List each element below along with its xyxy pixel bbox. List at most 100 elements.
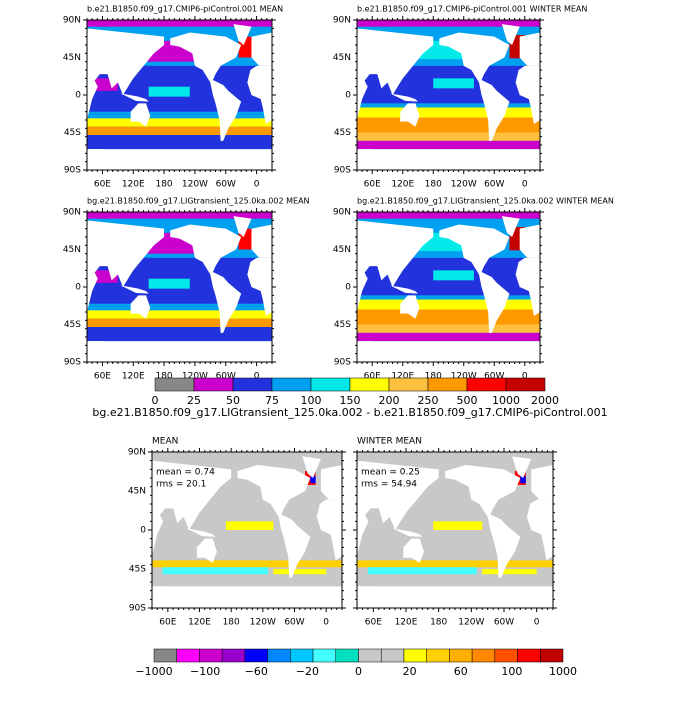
lon-label: 60E xyxy=(159,618,176,628)
lon-label: 180 xyxy=(155,180,172,190)
lat-label: 90S xyxy=(334,358,351,368)
lon-label: 180 xyxy=(223,618,240,628)
colorbar-label: 50 xyxy=(226,394,240,407)
colorbar-swatch xyxy=(271,377,312,392)
lon-label: 120W xyxy=(451,180,477,190)
colorbar-swatch xyxy=(154,377,195,392)
colorbar-label: 20 xyxy=(403,665,417,678)
lon-label: 0 xyxy=(323,618,329,628)
lat-label: 45S xyxy=(334,128,351,138)
map-content xyxy=(87,20,272,170)
colorbar-label: 1000 xyxy=(549,665,577,678)
lat-label: 90S xyxy=(64,358,81,368)
colorbar-swatch xyxy=(267,648,291,663)
lon-label: 120W xyxy=(182,372,208,382)
lat-label: 45N xyxy=(63,53,81,63)
colorbar-label: 0 xyxy=(152,394,159,407)
lon-label: 120E xyxy=(122,372,145,382)
lon-label: 0 xyxy=(254,180,260,190)
lon-label: 60E xyxy=(364,372,381,382)
lon-label: 120E xyxy=(395,618,418,628)
lat-label: 45N xyxy=(128,487,146,497)
lon-label: 60W xyxy=(216,372,236,382)
lon-label: 120E xyxy=(122,180,145,190)
lon-label: 120E xyxy=(188,618,211,628)
colorbar-swatch xyxy=(403,648,427,663)
lon-label: 60W xyxy=(284,618,304,628)
colorbar-swatch xyxy=(427,377,468,392)
lat-label: 90S xyxy=(334,166,351,176)
lon-label: 0 xyxy=(522,372,528,382)
colorbar-swatch xyxy=(199,648,223,663)
lon-label: 120E xyxy=(391,180,414,190)
lon-label: 180 xyxy=(155,372,172,382)
colorbar-swatch xyxy=(312,648,337,663)
colorbar-swatch xyxy=(449,648,473,663)
lon-label: 0 xyxy=(254,372,260,382)
colorbar-swatch xyxy=(494,648,518,663)
lon-label: 60E xyxy=(364,180,381,190)
lon-label: 120W xyxy=(250,618,276,628)
colorbar-label: −100 xyxy=(190,665,220,678)
lat-label: 90N xyxy=(63,16,81,26)
lon-label: 60W xyxy=(484,180,504,190)
lat-label: 0 xyxy=(140,526,146,536)
colorbar-label: 150 xyxy=(340,394,361,407)
lon-label: 60W xyxy=(216,180,236,190)
lat-label: 90N xyxy=(128,448,146,458)
lat-label: 45N xyxy=(333,245,351,255)
map-content xyxy=(87,212,272,362)
lon-label: 0 xyxy=(534,618,540,628)
difference-title: bg.e21.B1850.f09_g17.LIGtransient_125.0k… xyxy=(92,406,607,419)
map xyxy=(87,20,272,170)
colorbar-swatch xyxy=(471,648,496,663)
stat-mean: mean = 0.25 xyxy=(361,468,420,478)
lon-label: 60W xyxy=(484,372,504,382)
lon-label: 120W xyxy=(458,618,484,628)
colorbar-label: 25 xyxy=(187,394,201,407)
lat-label: 90S xyxy=(129,604,146,614)
panel-title: b.e21.B1850.f09_g17.CMIP6-piControl.001 … xyxy=(87,5,283,14)
lat-label: 90S xyxy=(64,166,81,176)
lon-label: 60E xyxy=(94,372,111,382)
panel-title: b.e21.B1850.f09_g17.CMIP6-piControl.001 … xyxy=(357,5,587,14)
lon-label: 180 xyxy=(425,180,442,190)
colorbar-label: 500 xyxy=(457,394,478,407)
lat-label: 45S xyxy=(64,128,81,138)
colorbar-label: 60 xyxy=(454,665,468,678)
stat-mean: mean = 0.74 xyxy=(156,468,215,478)
lat-label: 0 xyxy=(345,91,351,101)
lon-label: 180 xyxy=(430,618,447,628)
panel-title: WINTER MEAN xyxy=(357,437,422,447)
colorbar-swatch xyxy=(232,377,273,392)
lat-label: 45S xyxy=(129,565,146,575)
colorbar-swatch xyxy=(221,648,246,663)
lat-label: 0 xyxy=(75,283,81,293)
colorbar-swatch xyxy=(349,377,390,392)
colorbar-swatch xyxy=(153,648,177,663)
colorbar-swatch xyxy=(358,648,382,663)
colorbar-swatch xyxy=(176,648,200,663)
lon-label: 120E xyxy=(391,372,414,382)
lon-label: 60W xyxy=(494,618,514,628)
colorbar-label: 75 xyxy=(265,394,279,407)
colorbar-label: 1000 xyxy=(492,394,520,407)
colorbar-label: 100 xyxy=(501,665,522,678)
colorbar-swatch xyxy=(335,648,359,663)
stat-rms: rms = 20.1 xyxy=(156,480,206,490)
colorbar-label: 0 xyxy=(355,665,362,678)
lat-label: 45N xyxy=(333,53,351,63)
lat-label: 90N xyxy=(63,208,81,218)
colorbar-swatch xyxy=(380,648,405,663)
lat-label: 0 xyxy=(75,91,81,101)
colorbar-label: −20 xyxy=(296,665,319,678)
panel-title: bg.e21.B1850.f09_g17.LIGtransient_125.0k… xyxy=(87,197,310,206)
colorbar-swatch xyxy=(540,648,564,663)
colorbar-label: 200 xyxy=(379,394,400,407)
colorbar-label: 250 xyxy=(418,394,439,407)
lon-label: 60E xyxy=(94,180,111,190)
lat-label: 90N xyxy=(333,16,351,26)
colorbar-swatch xyxy=(388,377,429,392)
lon-label: 120W xyxy=(451,372,477,382)
